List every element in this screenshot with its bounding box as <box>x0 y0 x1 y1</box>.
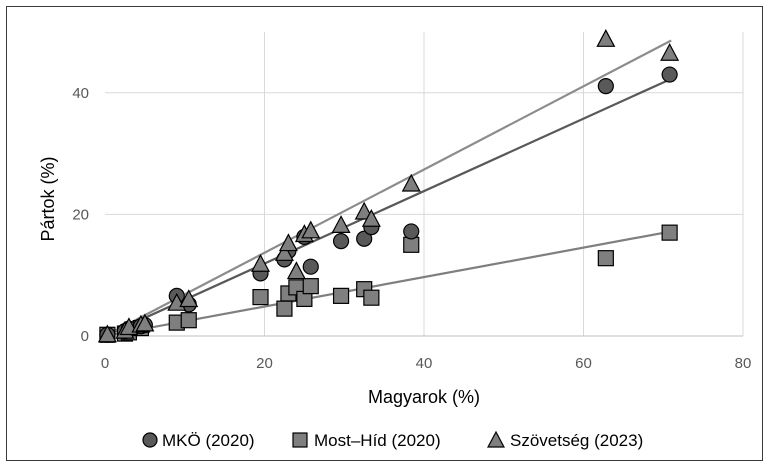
point-szovetseg <box>331 215 351 233</box>
data-points <box>97 29 680 343</box>
legend-marker-triangle <box>487 430 505 448</box>
point-szovetseg <box>401 173 421 192</box>
point-szovetseg <box>286 261 306 280</box>
point-szovetseg <box>97 324 117 343</box>
x-axis-title: Magyarok (%) <box>368 387 480 407</box>
point-mko <box>403 223 420 240</box>
point-most-hid <box>276 300 293 317</box>
point-szovetseg <box>135 313 155 332</box>
point-most-hid <box>597 250 614 267</box>
point-most-hid <box>363 289 380 306</box>
legend-label-0: MKÖ (2020) <box>162 431 255 450</box>
legend: MKÖ (2020) Most–Híd (2020) Szövetség (20… <box>142 430 643 450</box>
legend-item-1: Most–Híd (2020) <box>292 431 441 450</box>
point-mko <box>597 78 614 95</box>
point-szovetseg <box>251 253 271 272</box>
point-most-hid <box>180 312 197 329</box>
x-tick-label: 0 <box>101 355 109 372</box>
point-most-hid <box>332 287 350 304</box>
y-tick-label: 20 <box>72 206 89 223</box>
point-most-hid <box>302 278 319 295</box>
point-szovetseg <box>278 233 298 252</box>
point-szovetseg <box>179 289 199 308</box>
legend-item-0: MKÖ (2020) <box>142 431 255 450</box>
legend-label-1: Most–Híd (2020) <box>314 431 441 450</box>
trendline-series-2 <box>104 39 672 337</box>
point-most-hid <box>661 224 678 241</box>
point-mko <box>332 233 350 250</box>
tick-labels: 0 20 40 60 80 0 20 40 <box>72 85 751 372</box>
point-szovetseg <box>596 29 616 47</box>
x-tick-label: 40 <box>416 355 433 372</box>
point-szovetseg <box>660 43 680 61</box>
point-mko <box>356 230 373 247</box>
point-mko <box>661 66 678 83</box>
point-most-hid <box>252 288 269 306</box>
point-szovetseg <box>274 243 294 261</box>
y-tick-label: 0 <box>81 328 89 345</box>
point-most-hid <box>403 236 420 253</box>
point-szovetseg <box>301 220 321 239</box>
legend-label-2: Szövetség (2023) <box>510 431 643 450</box>
point-mko <box>302 258 319 275</box>
trendlines <box>104 39 672 338</box>
y-tick-label: 40 <box>72 85 89 102</box>
trendline-series-0 <box>104 77 672 338</box>
grid-lines <box>105 32 744 337</box>
trendline-series-1 <box>104 230 672 338</box>
legend-item-2: Szövetség (2023) <box>487 430 643 450</box>
legend-marker-square <box>292 432 308 448</box>
x-tick-label: 20 <box>256 355 273 372</box>
y-axis-title: Pártok (%) <box>38 156 58 241</box>
chart-frame <box>6 6 763 461</box>
x-tick-label: 60 <box>575 355 592 372</box>
point-szovetseg <box>361 208 381 227</box>
legend-marker-circle <box>142 432 158 448</box>
x-tick-label: 80 <box>735 355 752 372</box>
